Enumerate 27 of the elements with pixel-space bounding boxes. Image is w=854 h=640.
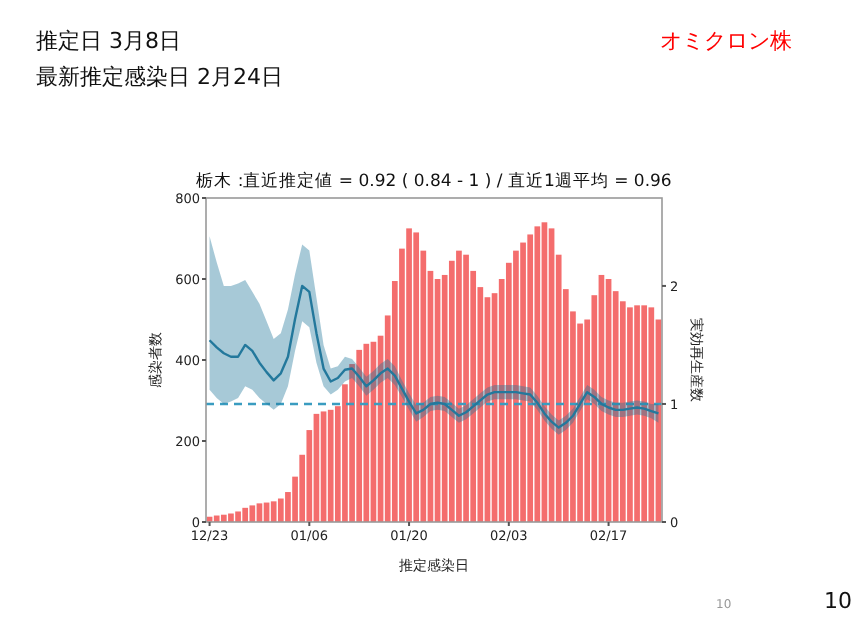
bar xyxy=(235,511,241,522)
bar xyxy=(634,305,640,522)
text: オミクロン株 xyxy=(660,28,792,54)
bar xyxy=(641,305,648,522)
line-series xyxy=(208,284,660,429)
bar xyxy=(534,226,541,522)
bar xyxy=(513,250,519,522)
bar xyxy=(463,254,469,522)
bar xyxy=(413,232,420,522)
bar xyxy=(520,242,526,522)
text: 推定日 3月8日 xyxy=(36,28,181,54)
chart-title: 栃木 :直近推定値 = 0.92 ( 0.84 - 1 ) / 直近1週平均 = 0.96 xyxy=(196,170,672,192)
text: 最新推定感染日 2月24日 xyxy=(36,64,283,90)
bar xyxy=(270,501,277,522)
bar xyxy=(527,234,534,522)
bar xyxy=(627,307,633,522)
bar xyxy=(456,250,462,522)
text: 10 xyxy=(824,588,852,614)
bar xyxy=(242,507,249,522)
bar xyxy=(249,505,256,522)
bar xyxy=(277,498,284,522)
bar xyxy=(356,349,363,522)
bar xyxy=(363,343,370,522)
bar xyxy=(228,513,234,522)
bar xyxy=(648,307,655,522)
bar xyxy=(406,228,412,522)
bar xyxy=(327,409,334,522)
